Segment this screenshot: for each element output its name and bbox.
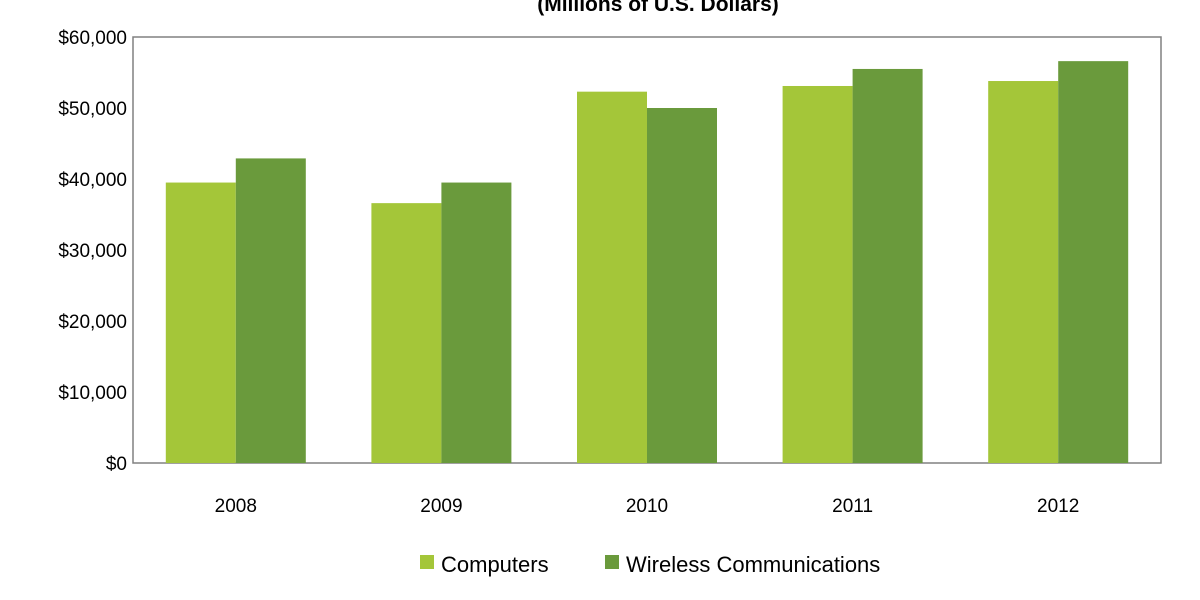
legend-swatch-wireless-communications [605, 555, 619, 569]
bar-computers-2008 [165, 182, 236, 464]
bar-computers-2010 [577, 91, 647, 464]
bar-wireless-communications-2012 [1058, 61, 1129, 463]
bars-group [165, 61, 1129, 464]
y-tick-label: $30,000 [58, 241, 127, 262]
y-tick-label: $10,000 [58, 383, 127, 404]
bar-computers-2011 [782, 85, 853, 464]
legend-label-computers: Computers [441, 552, 549, 577]
legend: Computers Wireless Communications [420, 552, 880, 577]
y-tick-label: $20,000 [58, 312, 127, 333]
bar-wireless-communications-2009 [441, 182, 512, 464]
bar-computers-2009 [371, 203, 442, 463]
bar-computers-2012 [988, 81, 1059, 464]
x-tick-label-2012: 2012 [1037, 496, 1079, 517]
y-axis: $0 $10,000 $20,000 $30,000 $40,000 $50,000 $60… [58, 28, 127, 475]
y-tick-label: $50,000 [58, 99, 127, 120]
x-axis: 2008 2009 2010 2011 2012 [215, 496, 1080, 517]
bar-wireless-communications-2010 [647, 108, 717, 463]
legend-swatch-computers [420, 555, 434, 569]
y-tick-label: $0 [106, 454, 127, 475]
y-tick-label: $60,000 [58, 28, 127, 49]
bar-wireless-communications-2008 [235, 158, 306, 463]
x-tick-label-2010: 2010 [626, 496, 668, 517]
x-tick-label-2011: 2011 [832, 496, 873, 517]
x-tick-label-2009: 2009 [420, 496, 462, 517]
chart-title: (Millions of U.S. Dollars) [537, 0, 779, 16]
legend-label-wireless-communications: Wireless Communications [626, 552, 880, 577]
bar-wireless-communications-2011 [852, 68, 923, 463]
y-tick-label: $40,000 [58, 170, 127, 191]
x-tick-label-2008: 2008 [215, 496, 257, 517]
